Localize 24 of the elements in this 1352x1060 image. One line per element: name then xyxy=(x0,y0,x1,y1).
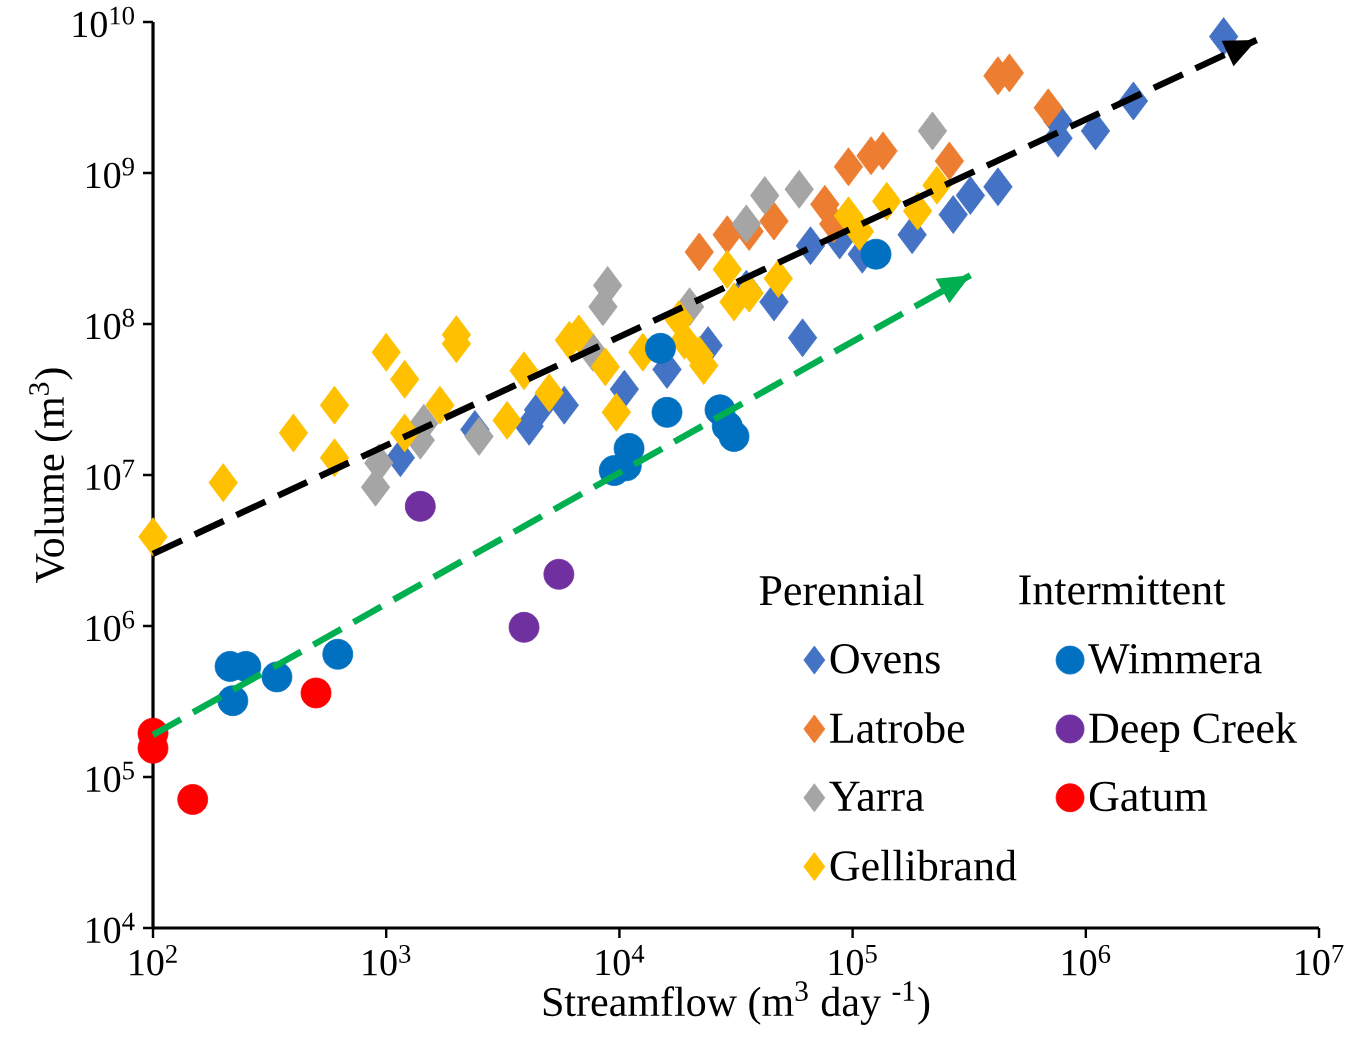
x-tick-label: 10$^{7}$ xyxy=(1296,945,1344,976)
x-tick-label: 10$^{6}$ xyxy=(1063,945,1111,976)
legend-label: Ovens xyxy=(830,644,940,674)
annotation: Intermittent xyxy=(1019,575,1226,605)
y-tick-label: 10$^{4}$ xyxy=(86,912,135,944)
y-tick-label: 10$^{10}$ xyxy=(73,6,134,38)
x-axis-title: Streamflow (m$^{3}$ day $^{-1}$) xyxy=(543,981,930,1025)
legend-label: Wimmera xyxy=(1088,644,1262,674)
y-axis-title: Volume (m$^{3}$) xyxy=(29,368,73,583)
legend-label: Deep Creek xyxy=(1089,712,1297,753)
y-tick-label: 10$^{7}$ xyxy=(86,459,135,491)
x-tick-label: 10$^{5}$ xyxy=(829,945,877,976)
legend-label: Gatum xyxy=(1089,781,1208,812)
x-tick-label: 10$^{4}$ xyxy=(596,945,645,976)
legend-label: Yarra xyxy=(829,781,924,812)
y-tick-label: 10$^{5}$ xyxy=(86,761,134,793)
legend-label: Gellibrand xyxy=(830,849,1017,881)
y-tick-label: 10$^{6}$ xyxy=(86,610,135,642)
y-tick-label: 10$^{9}$ xyxy=(86,157,134,189)
legend-label: Latrobe xyxy=(830,712,965,744)
x-tick-label: 10$^{2}$ xyxy=(130,945,177,976)
y-tick-label: 10$^{8}$ xyxy=(86,308,134,340)
x-tick-label: 10$^{3}$ xyxy=(363,945,411,976)
annotation: Perennial xyxy=(759,574,924,606)
